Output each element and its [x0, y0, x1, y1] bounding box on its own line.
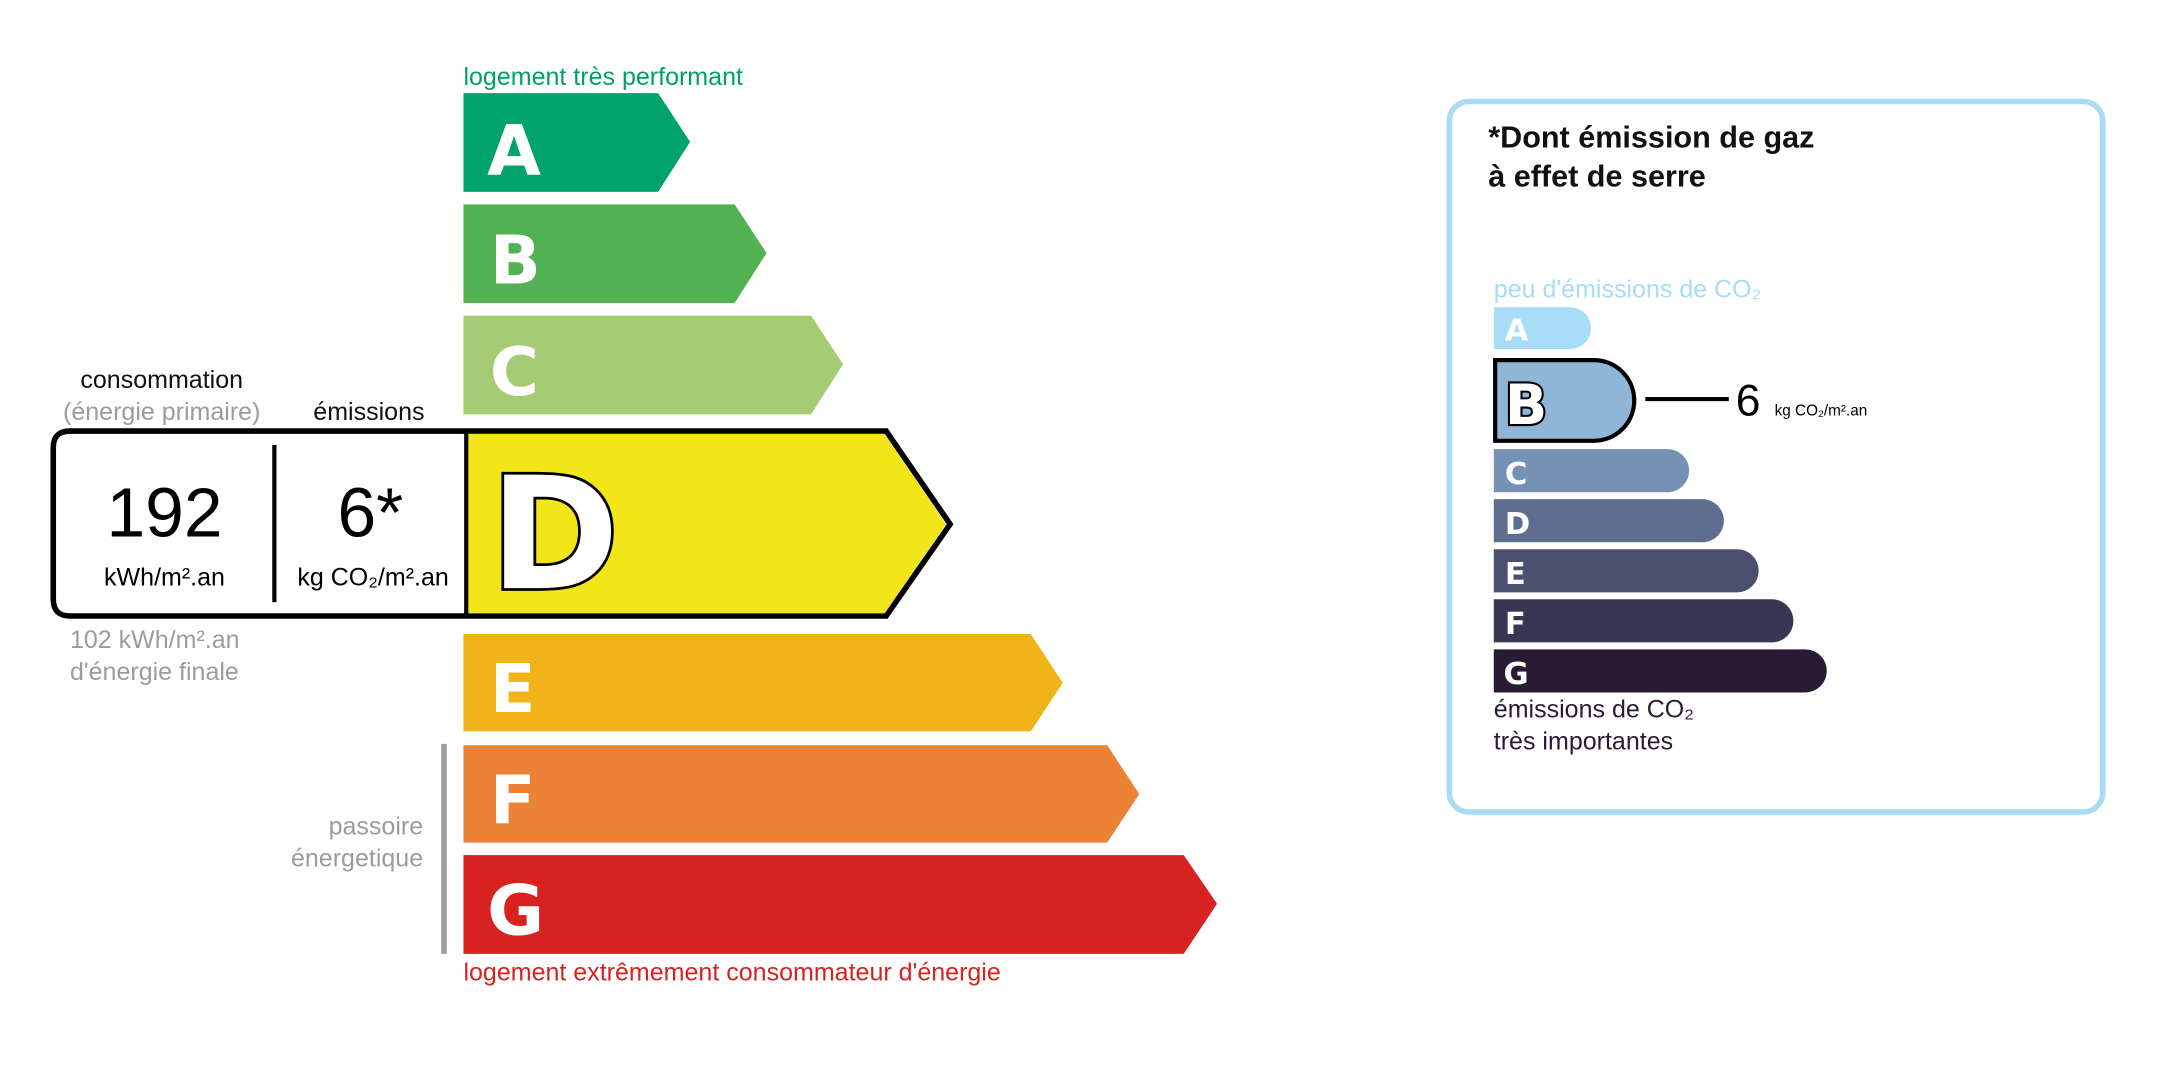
class-letter: D — [1505, 507, 1530, 542]
ges-class-d: D — [1493, 499, 1724, 543]
energy-class-f: F — [463, 745, 1140, 843]
energy-class-e: E — [463, 634, 1063, 732]
class-letter: A — [487, 111, 541, 192]
class-letter: G — [487, 870, 544, 951]
ges-top-label: peu d'émissions de CO₂ — [1494, 276, 1762, 304]
current-energy-class-d: D — [50, 428, 954, 628]
energy-bottom-label: logement extrêmement consommateur d'éner… — [463, 958, 1000, 986]
class-letter: A — [1505, 314, 1529, 349]
ges-title-line2: à effet de serre — [1488, 159, 1706, 193]
consumption-unit: kWh/m².an — [104, 563, 225, 591]
energy-class-a: A — [463, 93, 691, 192]
class-letter: G — [1504, 657, 1529, 692]
ges-class-e: E — [1493, 549, 1759, 593]
consumption-label: consommation — [80, 366, 243, 394]
emissions-unit: kg CO₂/m².an — [297, 563, 448, 591]
ges-value: 6 — [1736, 377, 1761, 426]
ges-unit: kg CO₂/m².an — [1775, 403, 1868, 420]
energy-top-label: logement très performant — [463, 63, 743, 91]
final-energy-label: d'énergie finale — [70, 658, 239, 686]
ges-bottom-label-line1: émissions de CO₂ — [1494, 695, 1694, 723]
energy-class-b: B — [463, 204, 767, 304]
ges-class-g: G — [1493, 649, 1827, 693]
final-energy-value: 102 kWh/m².an — [70, 626, 240, 654]
emissions-label: émissions — [313, 398, 424, 426]
emissions-value: 6* — [337, 474, 403, 552]
energy-class-g: G — [463, 855, 1218, 954]
ges-class-c: C — [1493, 449, 1690, 493]
consumption-sublabel: (énergie primaire) — [63, 398, 260, 426]
passoire-label-line2: énergetique — [291, 844, 423, 872]
current-ges-class-b: B — [1493, 358, 1637, 443]
ges-class-a: A — [1493, 307, 1592, 350]
class-letter: E — [490, 650, 536, 728]
class-letter: F — [490, 761, 536, 839]
class-letter: D — [490, 443, 619, 625]
class-letter: F — [1505, 607, 1526, 642]
class-letter: C — [490, 333, 539, 411]
class-letter: C — [1505, 457, 1527, 492]
class-letter: B — [490, 222, 541, 300]
class-letter: E — [1505, 557, 1526, 592]
ges-bottom-label-line2: très importantes — [1494, 727, 1673, 755]
ges-title-line1: *Dont émission de gaz — [1488, 120, 1814, 154]
consumption-value: 192 — [107, 474, 223, 552]
ges-class-f: F — [1493, 599, 1794, 643]
class-letter: B — [1505, 373, 1547, 438]
passoire-label-line1: passoire — [329, 812, 424, 840]
energy-class-c: C — [463, 315, 844, 415]
